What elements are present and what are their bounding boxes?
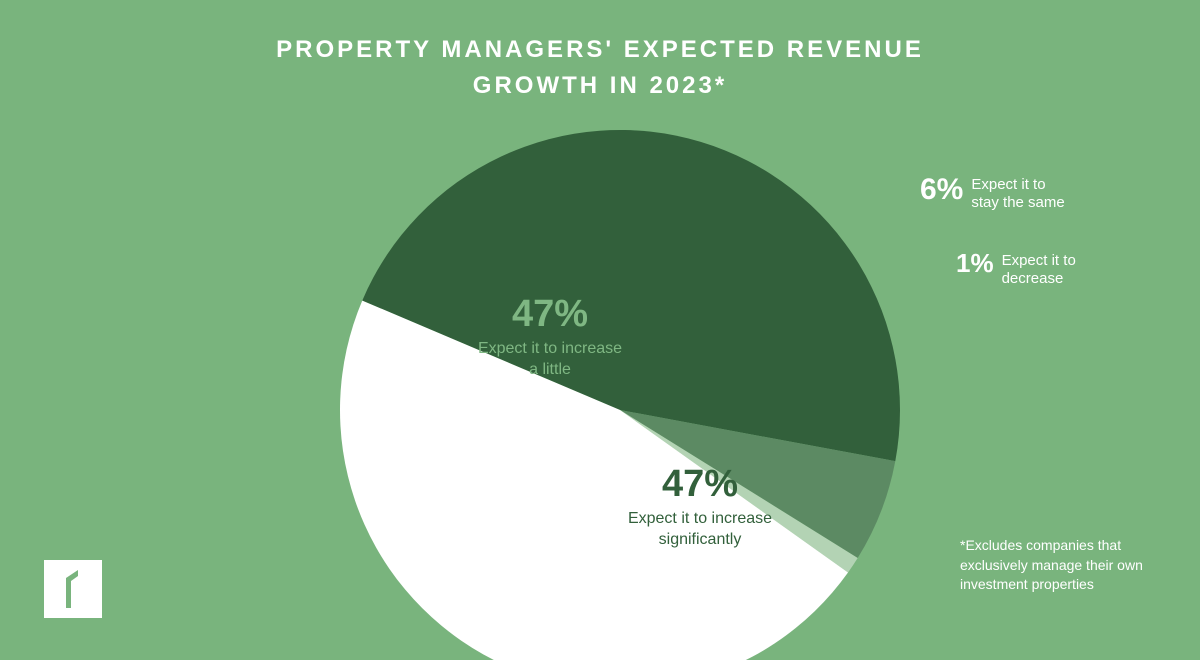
footnote: *Excludes companies thatexclusively mana… bbox=[960, 536, 1143, 595]
slice-desc-increase_significant: Expect it to increasesignificantly bbox=[590, 509, 810, 551]
title-line-1: PROPERTY MANAGERS' EXPECTED REVENUE bbox=[0, 32, 1200, 68]
slice-desc-decrease: Expect it todecrease bbox=[1002, 248, 1076, 288]
footnote-text: *Excludes companies thatexclusively mana… bbox=[960, 537, 1143, 592]
slice-desc-increase_little: Expect it to increasea little bbox=[450, 339, 650, 381]
slice-label-decrease: 1% Expect it todecrease bbox=[956, 248, 1076, 288]
pie-chart-container: 47%Expect it to increasea little47%Expec… bbox=[340, 130, 900, 660]
slice-pct-increase_significant: 47% bbox=[590, 460, 810, 509]
pie-chart bbox=[340, 130, 900, 660]
logo-icon bbox=[44, 560, 102, 618]
slice-label-increase_little: 47%Expect it to increasea little bbox=[450, 290, 650, 381]
title-line-2: GROWTH IN 2023* bbox=[0, 68, 1200, 104]
slice-pct-decrease: 1% bbox=[956, 248, 994, 279]
slice-pct-stay_same: 6% bbox=[920, 172, 963, 208]
logo bbox=[44, 560, 102, 618]
slice-desc-stay_same: Expect it tostay the same bbox=[971, 172, 1064, 212]
chart-title: PROPERTY MANAGERS' EXPECTED REVENUE GROW… bbox=[0, 32, 1200, 104]
slice-label-increase_significant: 47%Expect it to increasesignificantly bbox=[590, 460, 810, 551]
slice-pct-increase_little: 47% bbox=[450, 290, 650, 339]
slice-label-stay_same: 6%Expect it tostay the same bbox=[920, 172, 1065, 212]
